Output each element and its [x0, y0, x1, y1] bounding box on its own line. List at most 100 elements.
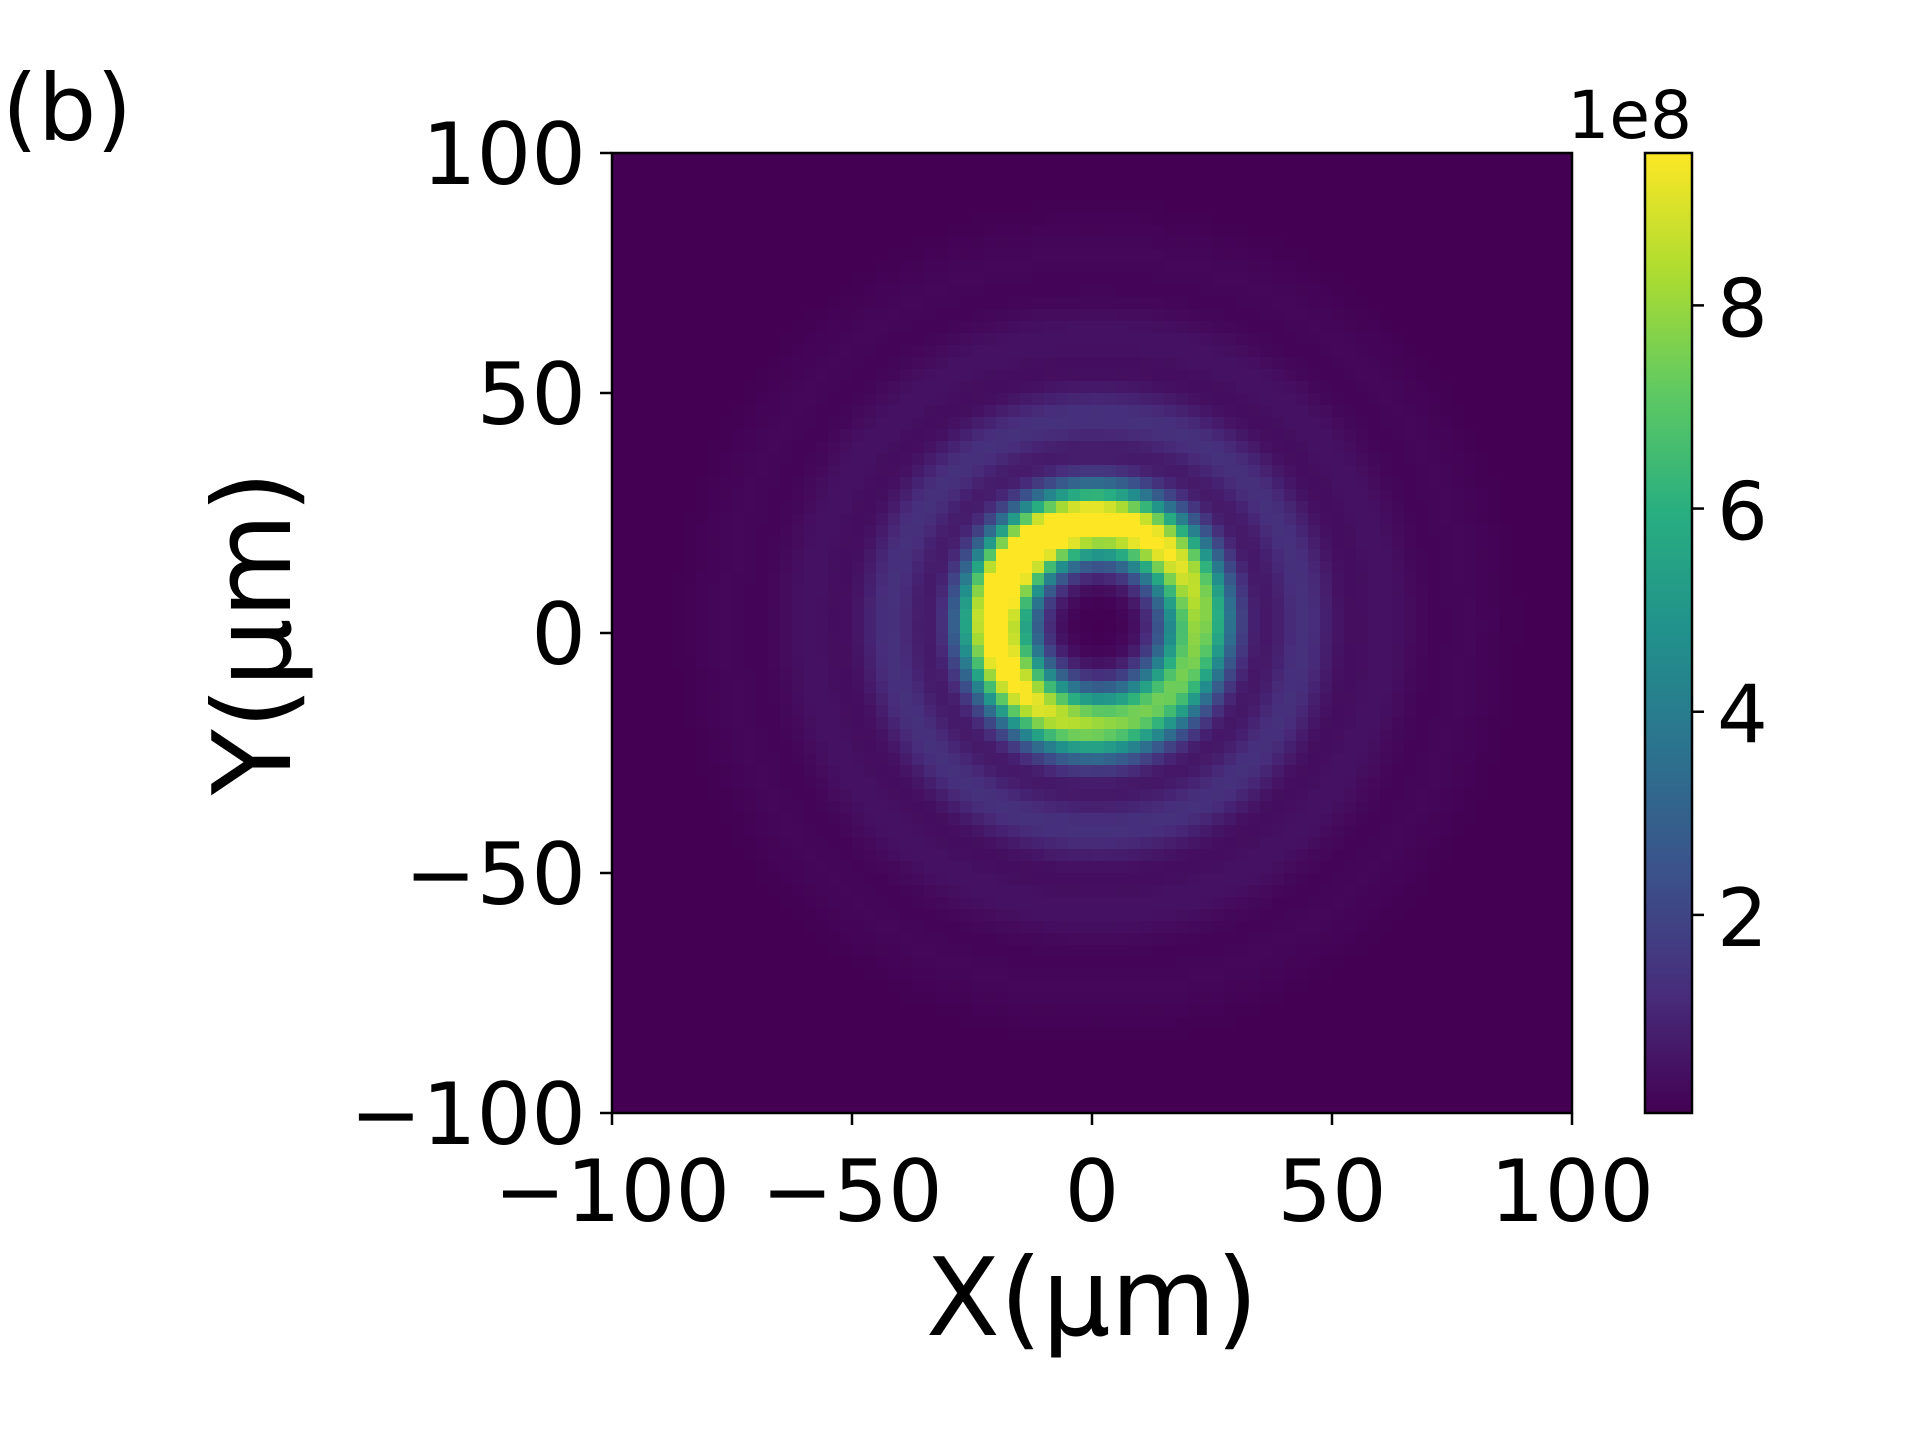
heatmap-cell — [1080, 621, 1093, 634]
heatmap-cell — [1332, 513, 1345, 526]
heatmap-cell — [1140, 981, 1153, 994]
heatmap-cell — [1260, 177, 1273, 190]
heatmap-cell — [1236, 693, 1249, 706]
heatmap-cell — [1224, 801, 1237, 814]
heatmap-cell — [1176, 561, 1189, 574]
heatmap-cell — [1296, 249, 1309, 262]
heatmap-cell — [660, 237, 673, 250]
heatmap-cell — [744, 681, 757, 694]
heatmap-cell — [1308, 477, 1321, 490]
heatmap-cell — [828, 537, 841, 550]
heatmap-cell — [1176, 885, 1189, 898]
heatmap-cell — [660, 369, 673, 382]
heatmap-cell — [816, 225, 829, 238]
heatmap-cell — [1176, 585, 1189, 598]
heatmap-cell — [1272, 225, 1285, 238]
heatmap-cell — [648, 453, 661, 466]
heatmap-cell — [900, 369, 913, 382]
heatmap-cell — [1260, 189, 1273, 202]
heatmap-cell — [1032, 789, 1045, 802]
heatmap-cell — [696, 225, 709, 238]
heatmap-cell — [1152, 705, 1165, 718]
heatmap-cell — [1008, 933, 1021, 946]
heatmap-cell — [1296, 693, 1309, 706]
heatmap-cell — [720, 561, 733, 574]
heatmap-cell — [1104, 429, 1117, 442]
heatmap-cell — [900, 1017, 913, 1030]
heatmap-cell — [1020, 537, 1033, 550]
heatmap-cell — [612, 981, 625, 994]
heatmap-cell — [624, 837, 637, 850]
heatmap-cell — [960, 177, 973, 190]
heatmap-cell — [1176, 789, 1189, 802]
heatmap-cell — [1320, 417, 1333, 430]
heatmap-cell — [672, 657, 685, 670]
heatmap-cell — [888, 513, 901, 526]
heatmap-cell — [684, 897, 697, 910]
heatmap-cell — [852, 273, 865, 286]
heatmap-cell — [624, 741, 637, 754]
heatmap-cell — [1212, 381, 1225, 394]
heatmap-cell — [972, 249, 985, 262]
heatmap-cell — [984, 573, 997, 586]
heatmap-cell — [828, 801, 841, 814]
heatmap-cell — [1272, 345, 1285, 358]
heatmap-cell — [924, 213, 937, 226]
heatmap-cell — [1332, 741, 1345, 754]
heatmap-cell — [1140, 453, 1153, 466]
heatmap-cell — [816, 309, 829, 322]
heatmap-cell — [1284, 729, 1297, 742]
heatmap-cell — [1272, 441, 1285, 454]
heatmap-cell — [696, 693, 709, 706]
heatmap-cell — [768, 1101, 781, 1114]
heatmap-cell — [1188, 717, 1201, 730]
heatmap-cell — [624, 321, 637, 334]
heatmap-cell — [684, 1017, 697, 1030]
heatmap-cell — [672, 237, 685, 250]
heatmap-cell — [1272, 585, 1285, 598]
heatmap-cell — [1032, 813, 1045, 826]
heatmap-cell — [1248, 1029, 1261, 1042]
heatmap-cell — [1092, 705, 1105, 718]
heatmap-cell — [1092, 657, 1105, 670]
heatmap-cell — [1344, 729, 1357, 742]
heatmap-cell — [1188, 1017, 1201, 1030]
heatmap-cell — [720, 909, 733, 922]
heatmap-cell — [1092, 453, 1105, 466]
heatmap-cell — [1044, 525, 1057, 538]
heatmap-cell — [1200, 741, 1213, 754]
heatmap-cell — [1044, 957, 1057, 970]
heatmap-cell — [1212, 249, 1225, 262]
heatmap-cell — [1236, 165, 1249, 178]
heatmap-cell — [660, 309, 673, 322]
heatmap-cell — [1188, 489, 1201, 502]
heatmap-cell — [1236, 297, 1249, 310]
heatmap-cell — [972, 777, 985, 790]
heatmap-cell — [1332, 165, 1345, 178]
heatmap-cell — [1260, 1089, 1273, 1102]
heatmap-cell — [648, 201, 661, 214]
heatmap-cell — [636, 189, 649, 202]
heatmap-cell — [1320, 789, 1333, 802]
heatmap-cell — [1068, 333, 1081, 346]
heatmap-cell — [1188, 693, 1201, 706]
heatmap-cell — [684, 645, 697, 658]
heatmap-cell — [624, 669, 637, 682]
heatmap-cell — [1236, 717, 1249, 730]
heatmap-cell — [1320, 429, 1333, 442]
heatmap-cell — [612, 321, 625, 334]
heatmap-cell — [684, 849, 697, 862]
heatmap-cell — [1140, 525, 1153, 538]
heatmap-cell — [612, 993, 625, 1006]
heatmap-cell — [1212, 297, 1225, 310]
heatmap-cell — [1140, 837, 1153, 850]
heatmap-cell — [1068, 1029, 1081, 1042]
heatmap-cell — [1128, 249, 1141, 262]
heatmap-cell — [612, 345, 625, 358]
heatmap-cell — [708, 633, 721, 646]
heatmap-cell — [684, 681, 697, 694]
heatmap-cell — [1116, 969, 1129, 982]
heatmap-cell — [720, 465, 733, 478]
heatmap-cell — [792, 849, 805, 862]
heatmap-cell — [1320, 393, 1333, 406]
